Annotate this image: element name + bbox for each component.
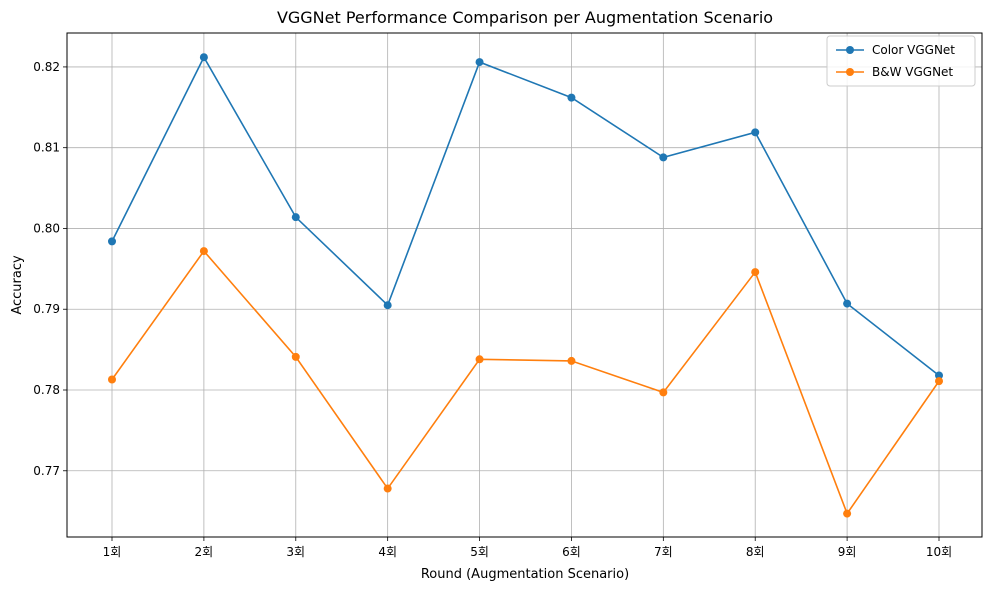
data-point [751,128,760,137]
data-point [383,484,392,493]
y-axis-label: Accuracy [10,255,25,315]
y-tick-label: 0.81 [33,141,60,155]
series-layer [108,53,943,518]
data-point [108,375,116,384]
grid [67,33,982,537]
x-tick-label: 7회 [654,545,673,559]
legend-item: Color VGGNet [836,43,955,57]
series-2 [108,247,943,518]
data-point [935,371,943,380]
x-tick-label: 10회 [926,545,952,559]
data-point [567,93,576,102]
data-point [935,377,943,386]
legend: Color VGGNet B&W VGGNet [826,35,976,87]
y-tick-label: 0.78 [33,383,60,397]
data-point [199,247,208,256]
y-tick-label: 0.77 [33,464,60,478]
series-line [111,55,940,377]
x-tick-label: 2회 [195,545,214,559]
x-axis-label: Round (Augmentation Scenario) [421,567,629,582]
legend-item: B&W VGGNet [836,65,953,79]
axes: 1회 2회 3회 4회 5회 6회 7회 8회 9회 10회 0.77 0.78 0.79 0.80 0.8… [33,60,952,559]
data-point [659,388,668,397]
x-tick-label: 6회 [562,545,581,559]
plot-frame [66,32,983,538]
x-tick-label: 3회 [286,545,305,559]
series-1 [108,53,943,380]
data-point [199,53,208,62]
x-tick-label: 4회 [378,545,397,559]
x-tick-label: 9회 [838,545,857,559]
data-point [567,356,576,365]
x-tick-label: 8회 [746,545,765,559]
x-tick-label: 1회 [103,545,122,559]
data-point [291,213,300,222]
legend-label: B&W VGGNet [872,65,953,79]
legend-box [826,35,976,87]
data-point [843,299,852,308]
data-point [659,153,668,162]
x-tick-label: 5회 [470,545,489,559]
data-point [843,509,852,518]
data-point [475,355,484,364]
legend-marker [846,46,854,54]
y-tick-label: 0.79 [33,302,60,316]
chart-title: VGGNet Performance Comparison per Augmen… [277,8,773,27]
data-point [291,352,300,361]
data-point [383,301,392,310]
data-point [108,237,116,246]
legend-marker [846,68,854,76]
y-tick-label: 0.80 [33,221,60,235]
series-line [111,249,940,516]
data-point [751,268,760,277]
data-point [475,58,484,67]
legend-label: Color VGGNet [872,43,955,57]
y-tick-label: 0.82 [33,60,60,74]
